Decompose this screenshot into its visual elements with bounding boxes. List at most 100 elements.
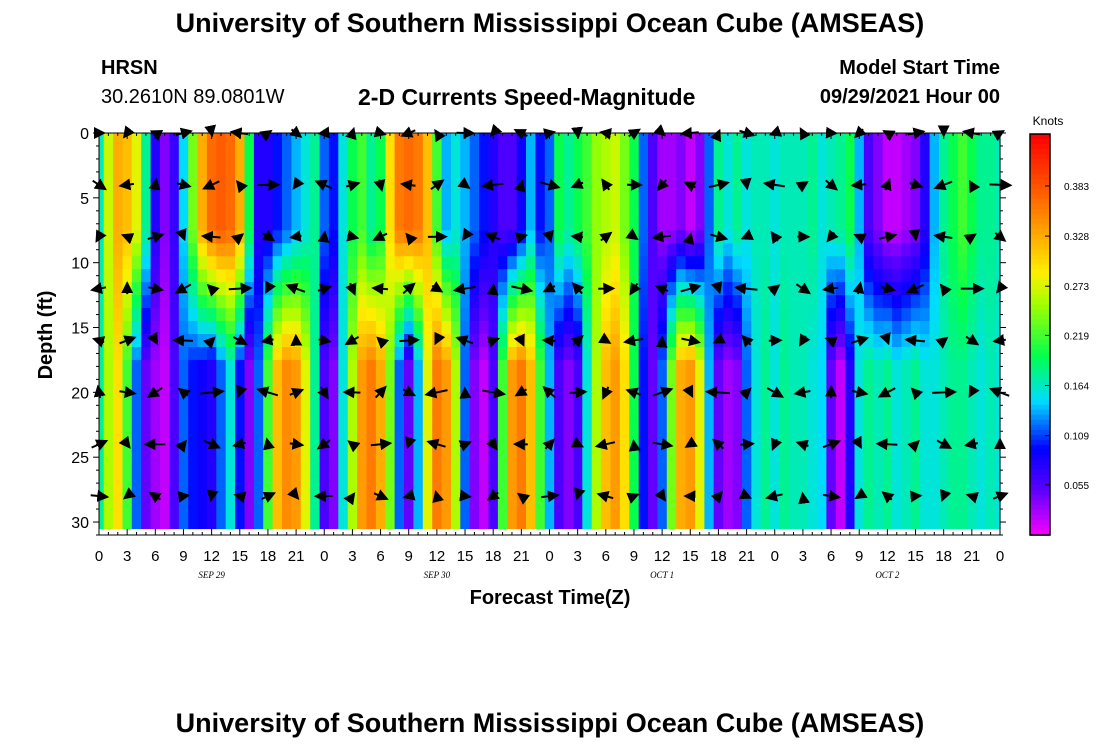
heatmap-cell	[741, 152, 752, 167]
heatmap-cell	[263, 450, 274, 465]
heatmap-cell	[432, 321, 443, 335]
heatmap-cell	[817, 347, 827, 361]
heatmap-cell	[967, 372, 978, 387]
heatmap-cell	[713, 515, 724, 530]
colorbar-swatch	[1030, 234, 1050, 241]
heatmap-cell	[910, 256, 921, 270]
heatmap-cell	[99, 308, 105, 322]
colorbar-swatch	[1030, 304, 1050, 311]
heatmap-cell	[272, 191, 283, 205]
heatmap-cell	[413, 191, 424, 205]
heatmap-cell	[554, 385, 565, 400]
heatmap-cell	[629, 204, 640, 218]
heatmap-cell	[826, 450, 837, 465]
heatmap-cell	[197, 489, 208, 504]
heatmap-cell	[404, 243, 414, 257]
heatmap-cell	[460, 217, 471, 231]
heatmap-cell	[225, 230, 236, 244]
heatmap-cell	[526, 243, 536, 257]
heatmap-cell	[788, 217, 799, 231]
heatmap-cell	[328, 489, 339, 504]
heatmap-cell	[948, 334, 959, 348]
heatmap-cell	[910, 217, 921, 231]
heatmap-cell	[291, 217, 302, 231]
heatmap-cell	[150, 165, 161, 179]
heatmap-cell	[216, 463, 227, 478]
heatmap-cell	[375, 372, 386, 387]
heatmap-cell	[948, 165, 959, 179]
heatmap-cell	[319, 191, 330, 205]
heatmap-cell	[375, 450, 386, 465]
heatmap-cell	[685, 515, 696, 530]
heatmap-cell	[751, 347, 762, 361]
heatmap-cell	[206, 515, 217, 530]
heatmap-cell	[404, 204, 414, 218]
heatmap-cell	[516, 308, 527, 322]
heatmap-cell	[526, 347, 536, 361]
heatmap-cell	[835, 334, 846, 348]
heatmap-cell	[103, 321, 114, 335]
heatmap-cell	[863, 334, 874, 348]
heatmap-cell	[535, 269, 546, 283]
heatmap-cell	[150, 398, 161, 413]
heatmap-cell	[244, 308, 255, 322]
heatmap-cell	[357, 295, 368, 309]
heatmap-cell	[582, 359, 593, 374]
heatmap-cell	[328, 230, 339, 244]
x-tick-label: 15	[231, 548, 248, 565]
heatmap-cell	[666, 450, 677, 465]
heatmap-cell	[188, 204, 199, 218]
heatmap-cell	[357, 515, 368, 530]
heatmap-cell	[366, 243, 377, 257]
heatmap-cell	[554, 191, 565, 205]
heatmap-cell	[939, 372, 949, 387]
heatmap-cell	[845, 347, 856, 361]
colorbar-swatch	[1030, 329, 1050, 336]
product-name: 2-D Currents Speed-Magnitude	[358, 84, 696, 110]
heatmap-cell	[760, 133, 771, 141]
heatmap-cell	[591, 191, 602, 205]
heatmap-cell	[779, 385, 790, 400]
heatmap-cell	[375, 191, 386, 205]
y-tick-label: 25	[71, 450, 89, 467]
heatmap-cell	[770, 295, 781, 309]
heatmap-cell	[723, 133, 734, 141]
heatmap-cell	[122, 139, 133, 154]
heatmap-cell	[366, 204, 377, 218]
heatmap-cell	[685, 191, 696, 205]
colorbar-swatch	[1030, 439, 1050, 446]
heatmap-cell	[526, 282, 536, 296]
heatmap-cell	[619, 308, 630, 322]
heatmap-cell	[995, 243, 1001, 257]
heatmap-cell	[723, 424, 734, 439]
heatmap-cell	[460, 139, 471, 154]
station-coordinates: 30.2610N 89.0801W	[101, 86, 285, 108]
heatmap-cell	[99, 321, 105, 335]
heatmap-cell	[826, 463, 837, 478]
heatmap-cell	[779, 152, 790, 167]
current-arrow	[146, 331, 158, 346]
heatmap-cell	[882, 502, 893, 517]
heatmap-cell	[488, 204, 499, 218]
heatmap-cell	[526, 230, 536, 244]
heatmap-cell	[929, 437, 940, 452]
heatmap-cell	[573, 217, 583, 231]
heatmap-cell	[516, 359, 527, 374]
heatmap-cell	[967, 424, 978, 439]
heatmap-cell	[516, 424, 527, 439]
heatmap-cell	[798, 424, 809, 439]
heatmap-cell	[985, 139, 996, 154]
heatmap-cell	[413, 398, 424, 413]
heatmap-cell	[629, 411, 640, 426]
current-arrow	[656, 178, 670, 192]
heatmap-cell	[657, 463, 668, 478]
heatmap-cell	[779, 398, 790, 413]
heatmap-cell	[939, 256, 949, 270]
heatmap-cell	[150, 502, 161, 517]
heatmap-cell	[338, 243, 349, 257]
heatmap-cell	[235, 204, 246, 218]
heatmap-cell	[685, 243, 696, 257]
heatmap-cell	[582, 424, 593, 439]
colorbar-swatch	[1030, 464, 1050, 471]
heatmap-cell	[845, 165, 856, 179]
